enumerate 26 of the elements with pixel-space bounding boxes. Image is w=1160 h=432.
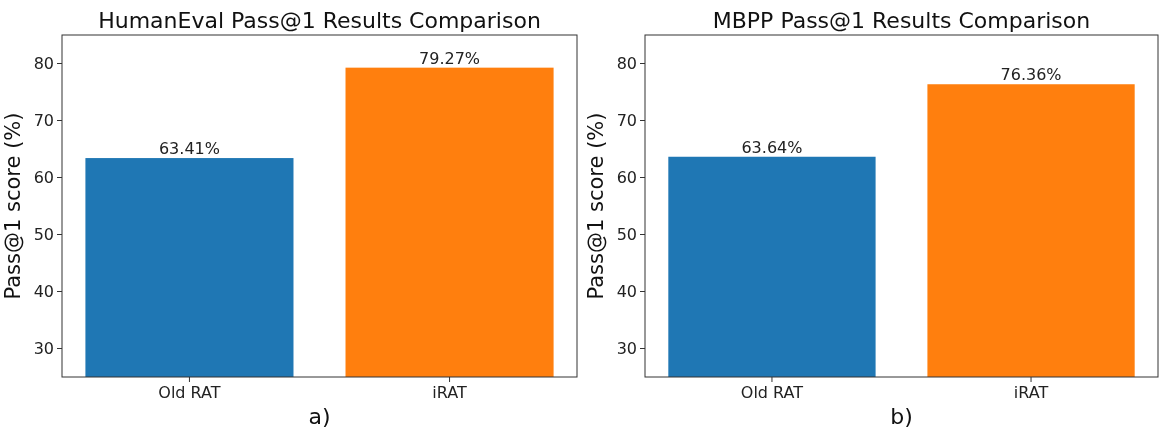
y-tick-label: 30 — [33, 339, 54, 359]
y-tick-label: 80 — [616, 54, 637, 74]
chart-title: MBPP Pass@1 Results Comparison — [712, 8, 1091, 33]
x-tick-label: iRAT — [1013, 383, 1049, 402]
data-label: 79.27% — [419, 48, 481, 68]
data-label: 63.41% — [158, 139, 220, 159]
y-tick-label: 60 — [616, 168, 637, 188]
y-tick-label: 80 — [33, 54, 54, 74]
y-tick-label: 40 — [616, 282, 637, 302]
y-axis-title: Pass@1 score (%) — [584, 112, 608, 300]
data-label: 63.64% — [741, 137, 803, 157]
y-tick-label: 40 — [33, 282, 54, 302]
x-tick-label: Old RAT — [158, 383, 221, 402]
chart-title: HumanEval Pass@1 Results Comparison — [98, 8, 541, 33]
y-tick-label: 50 — [33, 225, 54, 245]
x-tick-label: iRAT — [432, 383, 467, 402]
x-axis-title: a) — [308, 404, 331, 429]
y-tick-label: 30 — [616, 339, 637, 359]
y-tick-label: 50 — [616, 225, 637, 245]
y-axis-title: Pass@1 score (%) — [1, 112, 25, 300]
y-tick-label: 70 — [33, 111, 54, 131]
y-tick-label: 70 — [616, 111, 637, 131]
x-tick-label: Old RAT — [740, 383, 804, 402]
data-label: 76.36% — [1000, 65, 1062, 85]
y-tick-label: 60 — [33, 168, 54, 188]
x-axis-title: b) — [890, 404, 913, 429]
